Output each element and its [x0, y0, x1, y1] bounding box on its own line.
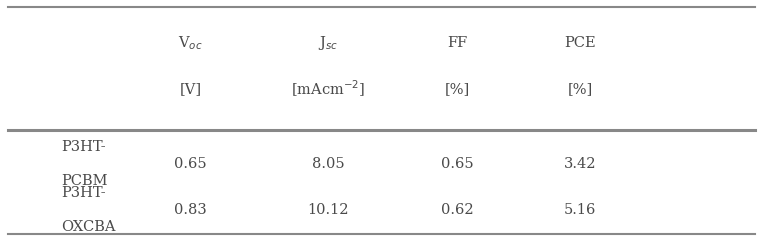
- Text: PCE: PCE: [564, 36, 596, 50]
- Text: P3HT-: P3HT-: [61, 140, 105, 154]
- Text: OXCBA: OXCBA: [61, 220, 115, 234]
- Text: V$_{oc}$: V$_{oc}$: [179, 34, 203, 52]
- Text: [V]: [V]: [180, 82, 201, 96]
- Text: 0.65: 0.65: [442, 157, 474, 171]
- Text: J$_{sc}$: J$_{sc}$: [318, 34, 338, 52]
- Text: FF: FF: [448, 36, 468, 50]
- Text: PCBM: PCBM: [61, 174, 108, 188]
- Text: [%]: [%]: [567, 82, 593, 96]
- Text: P3HT-: P3HT-: [61, 186, 105, 200]
- Text: [mAcm$^{-2}$]: [mAcm$^{-2}$]: [291, 79, 365, 99]
- Text: 0.65: 0.65: [175, 157, 207, 171]
- Text: [%]: [%]: [445, 82, 471, 96]
- Text: 8.05: 8.05: [312, 157, 344, 171]
- Text: 3.42: 3.42: [564, 157, 596, 171]
- Text: 10.12: 10.12: [307, 203, 349, 217]
- Text: 0.83: 0.83: [175, 203, 207, 217]
- Text: 5.16: 5.16: [564, 203, 596, 217]
- Text: 0.62: 0.62: [442, 203, 474, 217]
